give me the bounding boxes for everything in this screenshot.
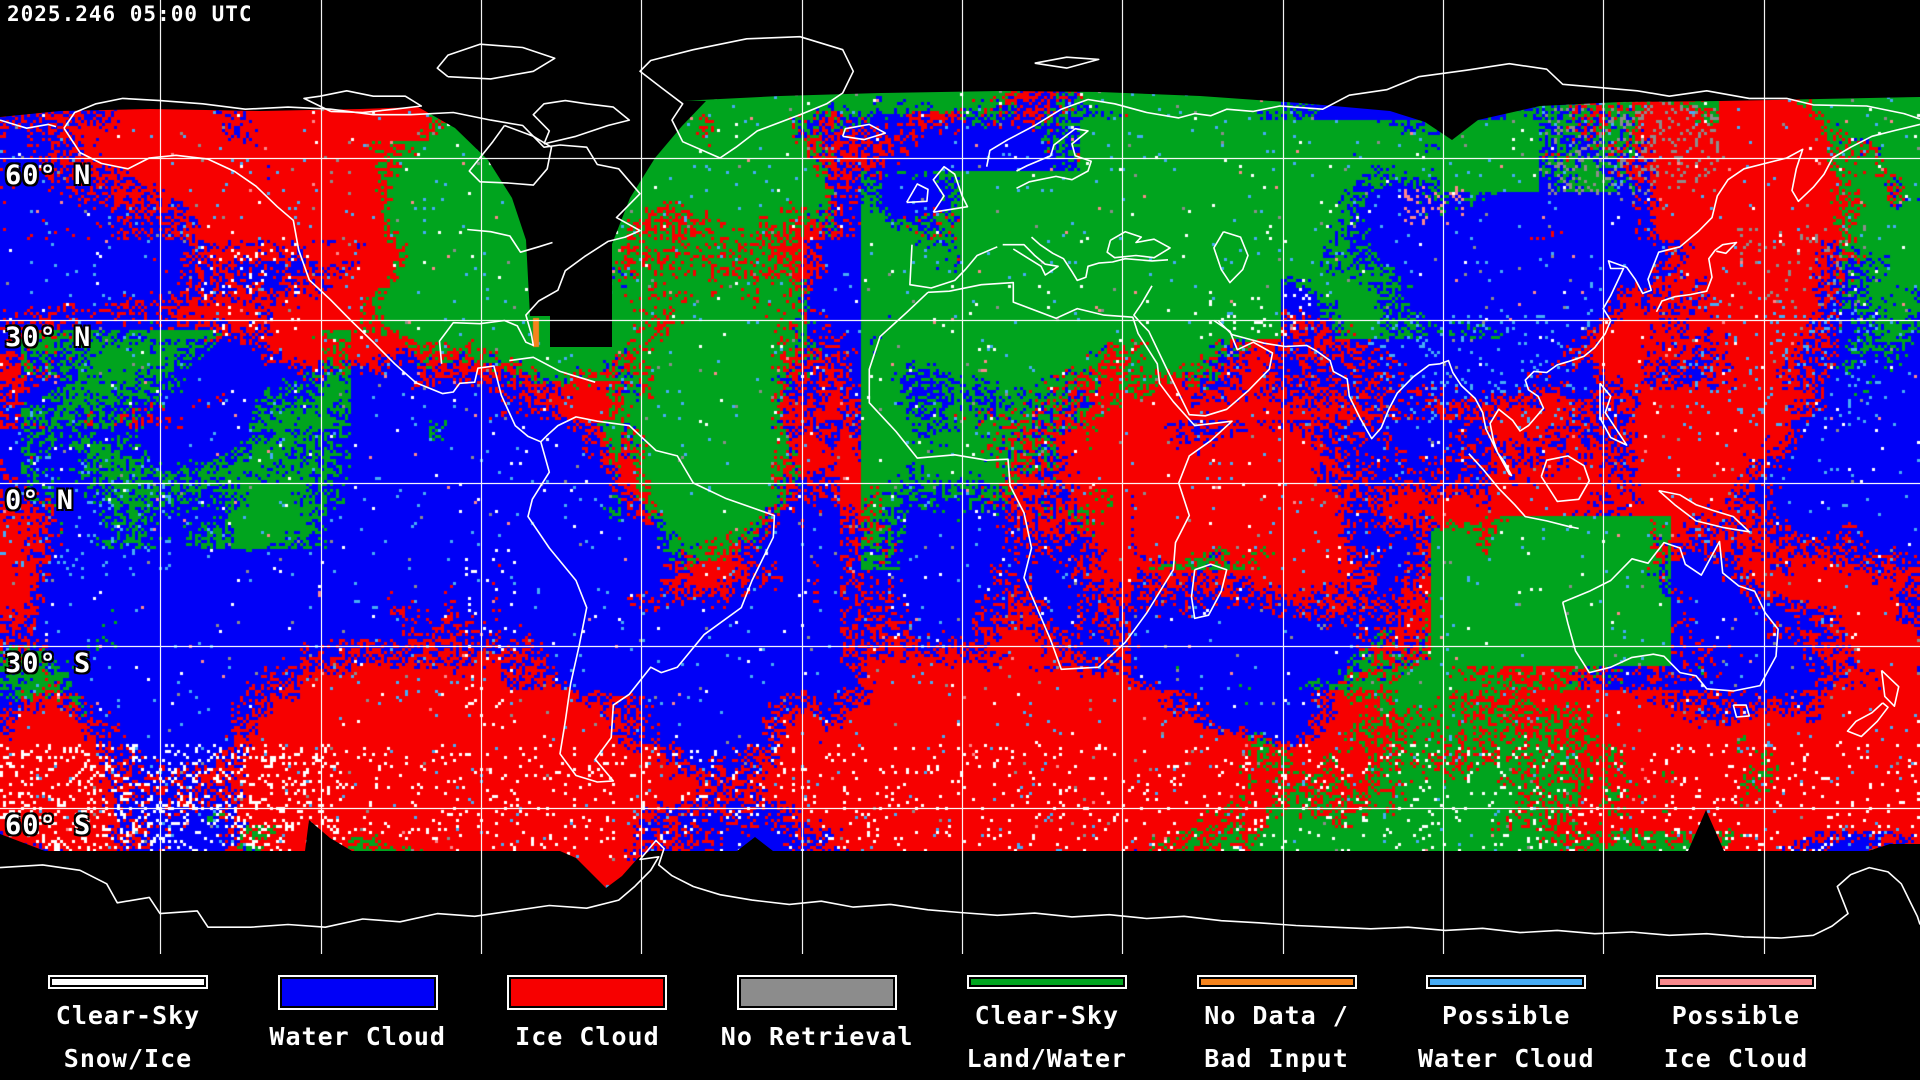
coastline-levant_arabia xyxy=(1133,285,1274,417)
coastline-black_sea xyxy=(1106,230,1171,259)
coastline-ireland xyxy=(906,183,929,204)
legend-label-line1: Clear-Sky xyxy=(55,1001,201,1030)
coastline-japan xyxy=(1655,241,1738,313)
legend-item-ice-cloud: Ice Cloud xyxy=(505,975,669,1080)
no-data-bottom-mask xyxy=(0,810,1920,980)
legend-swatch-no-data-bad-input xyxy=(1196,975,1357,989)
legend-label-line1: Possible xyxy=(1442,1001,1571,1030)
legend-label: Clear-Sky Snow/Ice xyxy=(56,994,200,1080)
legend-item-water-cloud: Water Cloud xyxy=(269,975,445,1080)
coastline-balkan_turkey xyxy=(1030,236,1169,282)
legend-swatch-no-retrieval xyxy=(737,975,898,1010)
legend-label-line2: Snow/Ice xyxy=(63,1044,193,1073)
coastline-nz_south xyxy=(1846,702,1889,738)
legend-label-line1: Water Cloud xyxy=(269,1022,446,1051)
legend-label-line1: Clear-Sky xyxy=(974,1001,1120,1030)
coastline-cuba_antilles xyxy=(509,356,596,383)
map-overlay xyxy=(0,0,1920,980)
coastline-antarctica xyxy=(0,839,1920,939)
legend-swatch-clear-sky-land-water xyxy=(966,975,1127,989)
legend-label-line2: Water Cloud xyxy=(1417,1044,1595,1073)
legend-swatch-possible-water-cloud xyxy=(1426,975,1587,989)
no-data-void-mask xyxy=(418,96,706,347)
legend-swatch-ice-cloud xyxy=(507,975,668,1010)
coastline-hudson_bay xyxy=(468,124,553,186)
legend-item-no-data-bad-input: No Data / Bad Input xyxy=(1195,975,1359,1080)
coastline-nz_north xyxy=(1880,669,1900,707)
latitude-label: 30° N xyxy=(5,322,92,353)
legend-item-possible-water-cloud: Possible Water Cloud xyxy=(1418,975,1594,1080)
latitude-label: 30° S xyxy=(5,648,92,679)
coastline-svalbard xyxy=(1034,56,1100,69)
legend-item-clear-sky-snow-ice: Clear-Sky Snow/Ice xyxy=(46,975,210,1080)
coastline-iceland xyxy=(841,123,887,141)
latitude-label: 0° N xyxy=(5,485,75,516)
legend-label-line1: Ice Cloud xyxy=(515,1022,660,1051)
legend-label: Possible Ice Cloud xyxy=(1664,994,1808,1080)
coastline-great_lakes xyxy=(467,228,553,253)
world-cloud-map: 2025.246 05:00 UTC 60° N 30° N 0° N 30° S 60… xyxy=(0,0,1920,980)
coastline-africa xyxy=(868,281,1233,671)
coastline-australia xyxy=(1561,540,1779,692)
coastline-south_america xyxy=(527,416,776,783)
coastline-iberia xyxy=(909,244,998,289)
coastline-tasmania xyxy=(1732,704,1751,718)
legend-label: No Retrieval xyxy=(721,1015,914,1058)
coastline-sumatra_java xyxy=(1468,453,1579,530)
legend-label-line1: No Data / xyxy=(1204,1001,1349,1030)
legend-label-line1: No Retrieval xyxy=(720,1022,914,1051)
legend-label: Water Cloud xyxy=(269,1015,446,1058)
coastline-philippines xyxy=(1599,382,1628,446)
legend-swatch-possible-ice-cloud xyxy=(1655,975,1816,989)
coastline-greenland xyxy=(639,35,855,159)
legend-item-clear-sky-land-water: Clear-Sky Land/Water xyxy=(965,975,1129,1080)
coastline-new_guinea xyxy=(1658,489,1751,533)
coastline-italy xyxy=(1002,243,1059,276)
legend-label: Possible Water Cloud xyxy=(1418,994,1595,1080)
coastline-victoria xyxy=(303,90,423,114)
coastline-chukotka xyxy=(0,119,57,129)
legend-label-line2: Ice Cloud xyxy=(1663,1044,1809,1073)
coastline-na_east_arctic xyxy=(63,97,641,364)
legend: Clear-Sky Snow/Ice Water Cloud Ice Cloud… xyxy=(0,975,1920,1080)
latitude-label: 60° S xyxy=(5,810,92,841)
legend-label-line1: Possible xyxy=(1671,1001,1801,1030)
coastline-madagascar xyxy=(1190,563,1228,620)
graticule xyxy=(0,0,1920,954)
latitude-label: 60° N xyxy=(5,160,92,191)
no-data-top-mask xyxy=(0,0,1920,140)
legend-label: No Data / Bad Input xyxy=(1204,994,1348,1080)
coastline-ellesmere xyxy=(436,43,556,80)
legend-item-no-retrieval: No Retrieval xyxy=(721,975,912,1080)
coastline-russia_arctic xyxy=(1087,62,1920,120)
coastline-iran_asia xyxy=(1217,123,1920,477)
legend-item-possible-ice-cloud: Possible Ice Cloud xyxy=(1654,975,1818,1080)
legend-label-line2: Land/Water xyxy=(966,1044,1128,1073)
coastline-baltic xyxy=(1016,127,1092,190)
legend-label: Ice Cloud xyxy=(515,1015,659,1058)
timestamp: 2025.246 05:00 UTC xyxy=(7,2,253,26)
legend-swatch-clear-sky-snow-ice xyxy=(48,975,208,989)
legend-label-line2: Bad Input xyxy=(1204,1044,1349,1073)
legend-swatch-water-cloud xyxy=(277,975,438,1010)
coastlines xyxy=(0,35,1920,939)
coastline-uk xyxy=(932,165,969,213)
coastline-caspian xyxy=(1213,230,1249,284)
coastline-baffin xyxy=(532,99,631,145)
coastline-norway xyxy=(985,98,1089,167)
legend-label: Clear-Sky Land/Water xyxy=(967,994,1128,1080)
coastline-borneo xyxy=(1540,455,1591,503)
cloud-classification-raster xyxy=(0,0,1920,980)
coastline-na_west xyxy=(63,127,542,443)
